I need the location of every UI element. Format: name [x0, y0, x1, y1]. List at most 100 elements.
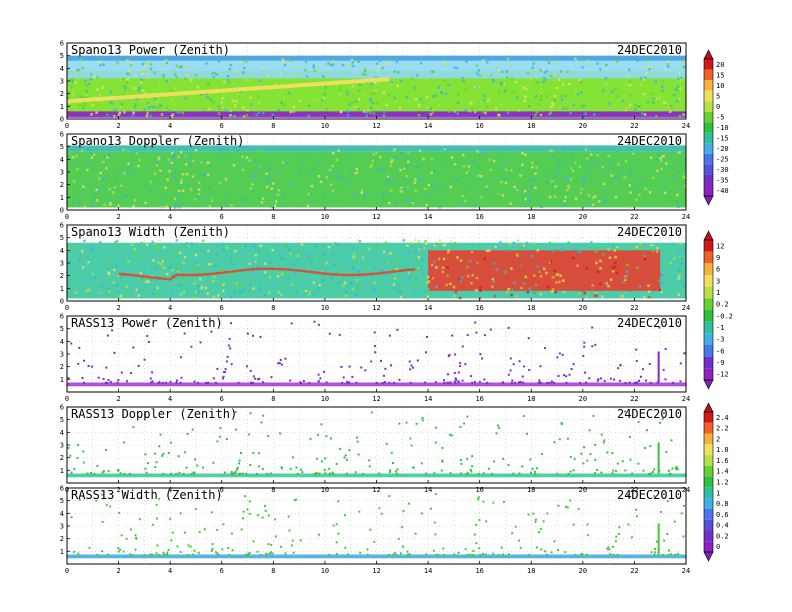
cell: [108, 203, 112, 207]
cell: [175, 197, 179, 201]
cell: [119, 548, 122, 551]
cell: [663, 191, 667, 195]
cell: [390, 451, 393, 454]
y-tick-label: 5: [60, 497, 64, 505]
layer-band: [67, 77, 390, 104]
cell: [565, 381, 568, 384]
cell: [105, 174, 108, 178]
cell: [242, 106, 245, 110]
cell: [483, 378, 486, 381]
cell: [78, 104, 81, 108]
cell: [137, 164, 140, 168]
cell: [585, 553, 588, 556]
cell: [576, 264, 579, 267]
cell: [316, 155, 320, 159]
cell: [660, 155, 664, 158]
cell: [582, 462, 585, 465]
cell: [364, 369, 367, 372]
cell: [619, 295, 623, 298]
cell: [193, 380, 196, 383]
cell: [507, 553, 510, 556]
cell: [256, 378, 259, 381]
cell: [271, 182, 275, 185]
cell: [212, 377, 215, 380]
cell: [508, 161, 511, 165]
cell: [478, 547, 481, 550]
cell: [506, 76, 509, 79]
cell: [589, 153, 593, 157]
cell: [97, 376, 100, 379]
cell: [555, 174, 558, 178]
cell: [158, 153, 161, 156]
cell: [331, 63, 335, 66]
cell: [666, 500, 669, 503]
cell: [142, 70, 145, 73]
cell: [197, 192, 201, 196]
cell: [348, 103, 351, 106]
cell: [94, 193, 97, 197]
cell: [229, 170, 232, 173]
cell: [93, 151, 96, 155]
cell: [328, 467, 331, 470]
cell: [255, 113, 258, 116]
cell: [667, 249, 670, 253]
x-tick-label: 4: [168, 213, 172, 221]
cell: [680, 280, 683, 284]
colorbar-label: 2: [716, 435, 720, 443]
cell: [497, 113, 500, 117]
cell: [169, 164, 173, 167]
cell: [229, 114, 232, 117]
cell: [200, 285, 204, 288]
cell: [514, 525, 517, 528]
cell: [266, 74, 270, 77]
cell: [370, 92, 374, 96]
cell: [553, 95, 557, 98]
colorbar-swatch: [704, 275, 713, 287]
cell: [550, 105, 553, 109]
x-tick-label: 4: [168, 567, 172, 575]
cell: [445, 283, 448, 287]
cell: [434, 381, 437, 384]
cell: [186, 432, 189, 435]
cell: [237, 462, 240, 465]
cell: [480, 174, 483, 178]
cell: [417, 165, 420, 169]
colorbar-swatch: [704, 101, 713, 112]
cell: [307, 292, 311, 296]
x-tick-label: 18: [527, 213, 535, 221]
cell: [313, 99, 316, 102]
cell: [576, 249, 580, 253]
cell: [653, 192, 656, 195]
cell: [298, 99, 302, 103]
cell: [111, 102, 114, 105]
cell: [635, 198, 638, 201]
cell: [614, 255, 617, 259]
cell: [662, 79, 665, 83]
cell: [419, 102, 422, 106]
cell: [154, 466, 157, 469]
cell: [617, 266, 620, 269]
cell: [519, 174, 522, 177]
cell: [147, 318, 150, 321]
cell: [167, 452, 170, 455]
plot-area: [67, 134, 686, 210]
cell: [141, 97, 144, 100]
cell: [264, 262, 267, 265]
cell: [382, 148, 385, 151]
cell: [370, 411, 373, 414]
cell: [374, 76, 378, 79]
cell: [523, 99, 526, 103]
cell: [676, 85, 680, 89]
cell: [213, 264, 217, 268]
cell: [406, 550, 409, 553]
cell: [236, 93, 240, 96]
cell: [492, 80, 495, 84]
cell: [529, 458, 532, 461]
colorbar-label: 1.6: [716, 457, 729, 465]
cell: [351, 85, 355, 88]
cell: [77, 552, 80, 555]
y-tick-label: 4: [60, 156, 64, 164]
cell: [244, 196, 247, 200]
cell: [95, 188, 98, 191]
cell: [228, 337, 231, 340]
